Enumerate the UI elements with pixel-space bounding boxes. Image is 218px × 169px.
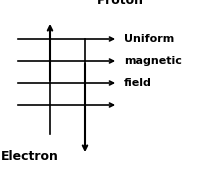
Text: field: field: [124, 78, 152, 88]
Text: Proton: Proton: [97, 0, 143, 7]
Text: Electron: Electron: [1, 150, 59, 163]
Text: magnetic: magnetic: [124, 56, 182, 66]
Text: Uniform: Uniform: [124, 34, 174, 44]
